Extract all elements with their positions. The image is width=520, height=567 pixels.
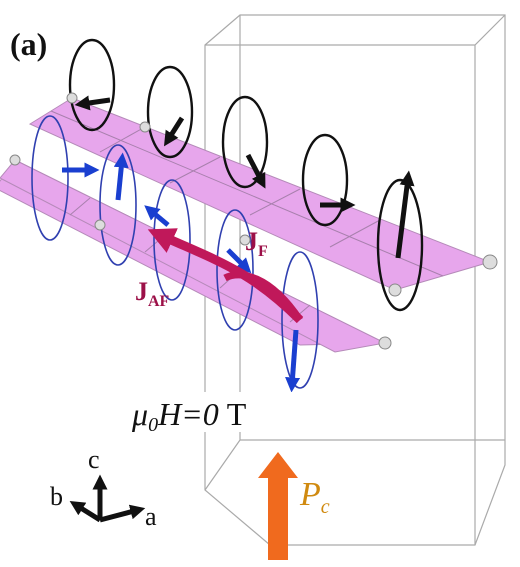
axis-b: b xyxy=(50,482,63,511)
jf-label: JF xyxy=(245,227,268,260)
axis-a: a xyxy=(145,502,157,531)
polarization-arrow xyxy=(258,452,298,560)
jaf-label: JAF xyxy=(135,277,170,310)
panel-label: (a) xyxy=(10,26,47,62)
crystal-axes xyxy=(76,482,138,520)
axis-c: c xyxy=(88,445,100,474)
back-layer xyxy=(30,40,490,310)
figure: JF JAF (a) μ0H=0T Pc c b a xyxy=(0,0,520,567)
polarization-label: Pc xyxy=(299,476,330,518)
